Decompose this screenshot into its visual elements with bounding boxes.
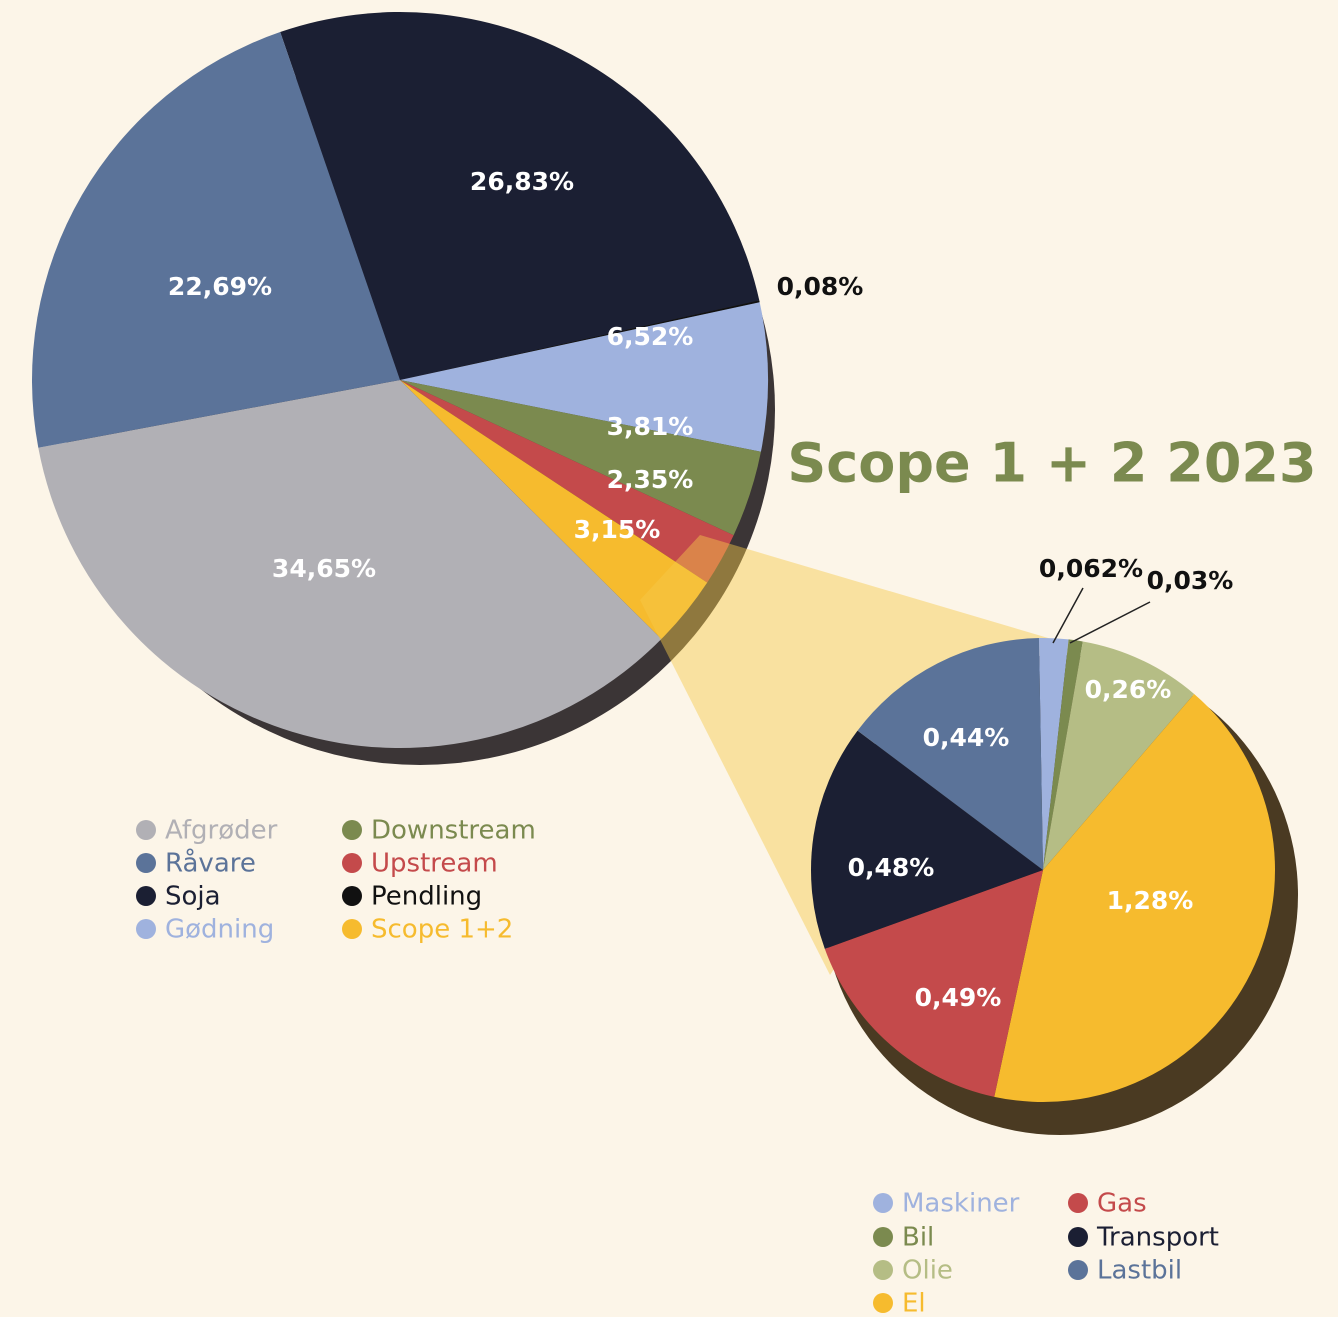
- legend-label: Soja: [165, 882, 221, 912]
- legend-marker: [136, 853, 156, 873]
- legend-label: Olie: [902, 1256, 953, 1286]
- pie-slice: [400, 380, 761, 536]
- legend-marker: [342, 886, 362, 906]
- pie-slice: [994, 693, 1275, 1102]
- legend-label: Lastbil: [1097, 1256, 1182, 1286]
- pie-slice: [811, 730, 1043, 949]
- pie-slice: [400, 302, 769, 452]
- data-label: 0,49%: [915, 983, 1002, 1012]
- data-label: 2,35%: [607, 465, 694, 494]
- leader-line: [1052, 587, 1084, 644]
- legend-marker: [342, 853, 362, 873]
- legend-label: Upstream: [371, 849, 498, 879]
- legend-marker: [1068, 1227, 1088, 1247]
- legend-label: Scope 1+2: [371, 915, 513, 945]
- pie-slice: [280, 12, 760, 381]
- data-label: 3,15%: [574, 515, 661, 544]
- pie-detail: [811, 638, 1275, 1102]
- legend-marker: [873, 1227, 893, 1247]
- legend-marker: [873, 1260, 893, 1280]
- legend-marker: [873, 1193, 893, 1213]
- pie-slice: [38, 380, 662, 748]
- legend-marker: [136, 886, 156, 906]
- legend-marker: [342, 919, 362, 939]
- legend-label: Bil: [902, 1223, 934, 1253]
- leader-line: [1069, 601, 1151, 644]
- data-label: 22,69%: [168, 272, 272, 301]
- pie-slice: [400, 380, 734, 583]
- legend-label: Råvare: [165, 848, 256, 879]
- legend-marker: [136, 820, 156, 840]
- data-label: 1,28%: [1107, 886, 1194, 915]
- legend-label: Afgrøder: [165, 816, 278, 846]
- legend-marker: [342, 820, 362, 840]
- data-label: 6,52%: [607, 322, 694, 351]
- pie-slice: [857, 638, 1043, 870]
- data-label: 0,26%: [1085, 675, 1172, 704]
- data-label: 0,03%: [1147, 566, 1234, 595]
- legend-label: Maskiner: [902, 1189, 1020, 1219]
- legend-label: Gødning: [165, 915, 274, 945]
- data-label: 26,83%: [470, 167, 574, 196]
- legend-marker: [136, 919, 156, 939]
- legend-marker: [873, 1293, 893, 1313]
- legend-label: Transport: [1096, 1223, 1219, 1253]
- pie-slice: [824, 870, 1043, 1097]
- pie-slice: [1043, 641, 1195, 870]
- pie-slice: [1043, 639, 1083, 870]
- legend-label: Gas: [1097, 1189, 1147, 1219]
- pie-main: [31, 12, 769, 748]
- legend-label: El: [902, 1289, 926, 1317]
- data-label: 3,81%: [607, 412, 694, 441]
- legend-label: Pendling: [371, 882, 482, 912]
- pie-slice: [1038, 638, 1069, 870]
- chart-title: Scope 1 + 2 2023: [787, 432, 1316, 495]
- pie-slice: [400, 300, 760, 380]
- data-label: 0,48%: [848, 853, 935, 882]
- pie-slice: [400, 380, 708, 640]
- data-label: 0,08%: [777, 272, 864, 301]
- pie-slice: [31, 32, 400, 448]
- legend-marker: [1068, 1260, 1088, 1280]
- data-label: 0,062%: [1039, 554, 1143, 583]
- data-label: 34,65%: [272, 554, 376, 583]
- legend-label: Downstream: [371, 816, 536, 846]
- data-label: 0,44%: [923, 723, 1010, 752]
- legend-marker: [1068, 1193, 1088, 1213]
